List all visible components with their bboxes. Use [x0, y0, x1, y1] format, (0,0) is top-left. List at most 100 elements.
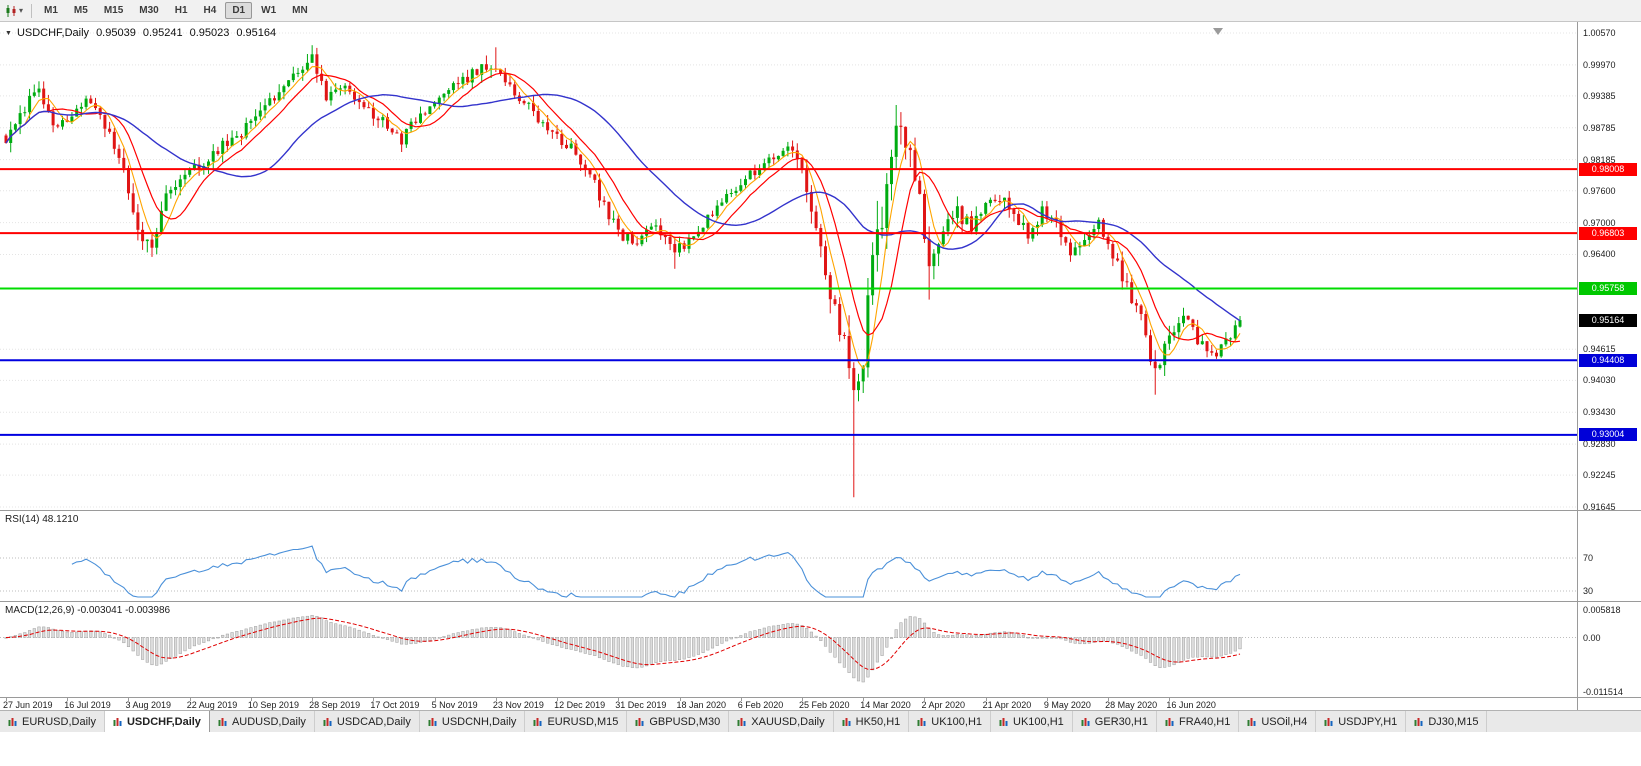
tab-label: GBPUSD,M30: [649, 715, 721, 728]
macd-panel-canvas[interactable]: [0, 602, 1578, 697]
chart-tab-eurusd-m15[interactable]: EURUSD,M15: [525, 711, 628, 732]
chart-type-dropdown-icon[interactable]: ▾: [19, 6, 24, 15]
macd-axis-label: 0.005818: [1583, 604, 1621, 615]
date-label: 10 Sep 2019: [247, 700, 299, 710]
price-level-badge: 0.95758: [1579, 282, 1637, 296]
chart-tab-usdcad-daily[interactable]: USDCAD,Daily: [314, 711, 420, 732]
date-label: 25 Feb 2020: [798, 700, 850, 710]
date-tick-mark: [250, 698, 252, 701]
chart-tab-xauusd-daily[interactable]: XAUUSD,Daily: [729, 711, 834, 732]
tab-label: USOil,H4: [1261, 715, 1308, 728]
date-tick-mark: [189, 698, 191, 701]
timeframe-button-m30[interactable]: M30: [139, 5, 159, 16]
date-tick-mark: [801, 698, 803, 701]
tab-label: EURUSD,M15: [547, 715, 619, 728]
chart-symbol-timeframe: USDCHF,Daily: [16, 27, 90, 39]
candlestick-chart-type-icon[interactable]: [4, 4, 18, 18]
macd-axis-label: 0.00: [1583, 632, 1601, 643]
price-tick-label: 0.99970: [1583, 59, 1616, 70]
symbol-marker-icon: ▼: [5, 29, 12, 37]
price-tick-label: 0.92830: [1583, 439, 1616, 450]
macd-indicator-label: MACD(12,26,9) -0.003041 -0.003986: [5, 605, 171, 616]
timeframe-button-h4[interactable]: H4: [203, 5, 217, 16]
tab-label: GER30,H1: [1094, 715, 1148, 728]
tab-chart-icon: [999, 717, 1008, 726]
tab-label: USDCAD,Daily: [336, 715, 411, 728]
tab-chart-icon: [737, 717, 746, 726]
chart-tab-dj30-m15[interactable]: DJ30,M15: [1406, 711, 1488, 732]
date-tick-mark: [679, 698, 681, 701]
chart-tab-fra40-h1[interactable]: FRA40,H1: [1157, 711, 1240, 732]
price-axis[interactable]: 1.00570 0.99970 0.99385 0.98785 0.98185 0.976…: [1578, 22, 1641, 512]
price-tick-label: 1.00570: [1583, 28, 1616, 38]
candlestick-chart-type-icon: [6, 4, 16, 17]
tab-chart-icon: [1324, 717, 1333, 726]
date-label: 16 Jul 2019: [64, 700, 111, 710]
price-level-badge: 0.96803: [1579, 226, 1637, 240]
tab-chart-icon: [533, 717, 542, 726]
chart-tab-hk50-h1[interactable]: HK50,H1: [833, 711, 910, 732]
panel-separator-main-rsi[interactable]: [0, 510, 1641, 511]
date-label: 6 Feb 2020: [737, 700, 784, 710]
tab-label: AUDUSD,Daily: [231, 715, 306, 728]
price-level-badge: 0.93004: [1579, 428, 1637, 442]
rsi-line: [71, 545, 1241, 598]
chart-tab-gbpusd-m30[interactable]: GBPUSD,M30: [627, 711, 730, 732]
chart-tab-usdchf-daily[interactable]: USDCHF,Daily: [104, 711, 210, 732]
date-tick-mark: [740, 698, 742, 701]
chart-tab-usdcnh-daily[interactable]: USDCNH,Daily: [419, 711, 526, 732]
tab-chart-icon: [8, 717, 17, 726]
candlesticks-layer[interactable]: [4, 45, 1242, 498]
chart-tab-eurusd-daily[interactable]: EURUSD,Daily: [0, 711, 105, 732]
price-level-badge: 0.98008: [1579, 162, 1637, 176]
tab-label: USDCHF,Daily: [126, 715, 201, 728]
chart-tab-usoil-h4[interactable]: USOil,H4: [1239, 711, 1317, 732]
rsi-axis[interactable]: 70 30: [1578, 511, 1641, 601]
timeframe-button-m1[interactable]: M1: [44, 5, 58, 16]
main-chart-canvas[interactable]: [0, 22, 1578, 510]
tab-chart-icon: [1165, 717, 1174, 726]
price-tick-label: 0.96400: [1583, 249, 1616, 260]
date-tick-mark: [924, 698, 926, 701]
chart-tab-ger30-h1[interactable]: GER30,H1: [1072, 711, 1157, 732]
date-tick-mark: [985, 698, 987, 701]
price-tick-label: 0.97000: [1583, 217, 1616, 228]
timeframe-button-d1[interactable]: D1: [225, 2, 253, 19]
timeframe-button-m5[interactable]: M5: [73, 5, 88, 16]
date-tick-mark: [863, 698, 865, 701]
price-level-badge: 0.95164: [1579, 313, 1637, 327]
macd-histogram: [4, 615, 1242, 683]
date-label: 14 Mar 2020: [860, 700, 911, 710]
toolbar-separator: [31, 3, 33, 18]
chart-tab-audusd-daily[interactable]: AUDUSD,Daily: [209, 711, 315, 732]
chart-shift-marker[interactable]: [1213, 28, 1223, 35]
panel-separator-rsi-macd[interactable]: [0, 601, 1641, 602]
moving-average-fast: [5, 66, 1241, 370]
date-label: 18 Jan 2020: [676, 700, 727, 710]
timeframe-button-m15[interactable]: M15: [103, 5, 124, 16]
date-label: 5 Nov 2019: [431, 700, 478, 710]
rsi-panel-canvas[interactable]: [0, 511, 1578, 601]
tab-chart-icon: [323, 717, 332, 726]
grid-layer: [0, 32, 1578, 508]
price-tick-label: 0.94615: [1583, 344, 1616, 355]
date-label: 22 Aug 2019: [186, 700, 238, 710]
tab-label: USDJPY,H1: [1338, 715, 1398, 728]
tab-label: DJ30,M15: [1428, 715, 1479, 728]
date-tick-mark: [128, 698, 130, 701]
tab-label: EURUSD,Daily: [22, 715, 96, 728]
chart-tab-uk100-h1[interactable]: UK100,H1: [991, 711, 1073, 732]
time-axis[interactable]: 27 Jun 2019 16 Jul 2019 3 Aug 2019 22 Aug 2…: [0, 698, 1578, 710]
date-label: 2 Apr 2020: [921, 700, 965, 710]
timeframe-button-w1[interactable]: W1: [261, 5, 277, 16]
chart-tab-usdjpy-h1[interactable]: USDJPY,H1: [1316, 711, 1407, 732]
panel-separator-macd-dates: [0, 697, 1641, 698]
date-tick-mark: [557, 698, 559, 701]
tab-chart-icon: [1081, 717, 1090, 726]
timeframe-button-h1[interactable]: H1: [174, 5, 188, 16]
timeframe-button-mn[interactable]: MN: [292, 5, 308, 16]
macd-axis[interactable]: 0.005818 0.00 -0.011514: [1578, 602, 1641, 697]
chart-tab-uk100-h1[interactable]: UK100,H1: [909, 711, 992, 732]
timeframe-buttons-group: M1 M5 M15 M30 H1 H4 D1 W1 MN: [37, 2, 315, 19]
